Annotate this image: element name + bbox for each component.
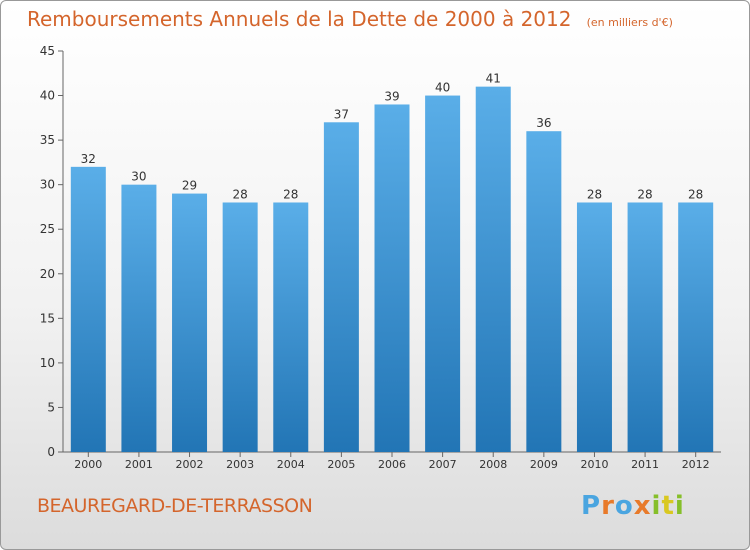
x-tick-label: 2007	[429, 458, 457, 471]
bar	[576, 202, 612, 452]
y-tick-label: 0	[47, 445, 55, 459]
x-tick-label: 2004	[277, 458, 305, 471]
x-tick-label: 2000	[74, 458, 102, 471]
x-tick-label: 2011	[631, 458, 659, 471]
x-tick-label: 2001	[125, 458, 153, 471]
bar-value-label: 41	[486, 72, 501, 86]
bar-value-label: 30	[131, 170, 146, 184]
x-tick-label: 2002	[176, 458, 204, 471]
y-tick-label: 15	[40, 311, 55, 325]
x-tick-label: 2012	[682, 458, 710, 471]
y-tick-label: 25	[40, 222, 55, 236]
axes: 0 5 10 15 20 25 30 35 40 45 2000 2001 2002 2003 2004 20…	[40, 44, 721, 471]
x-tick-label: 2010	[580, 458, 608, 471]
bar-value-label: 28	[637, 187, 652, 201]
bar	[172, 193, 208, 453]
y-tick-label: 45	[40, 44, 55, 58]
bar-value-label: 40	[435, 81, 450, 95]
x-tick-label: 2005	[327, 458, 355, 471]
bar	[273, 202, 309, 452]
bar	[70, 166, 106, 452]
x-tick-label: 2008	[479, 458, 507, 471]
x-tick-label: 2003	[226, 458, 254, 471]
title-row: Remboursements Annuels de la Dette de 20…	[27, 7, 673, 31]
bar	[121, 184, 157, 452]
bar-value-label: 29	[182, 179, 197, 193]
y-tick-label: 30	[40, 178, 55, 192]
location-name: BEAUREGARD-DE-TERRASSON	[37, 495, 313, 517]
y-tick-label: 20	[40, 267, 55, 281]
bar	[374, 104, 410, 452]
y-tick-label: 10	[40, 356, 55, 370]
bar	[475, 86, 511, 453]
y-tick-label: 35	[40, 133, 55, 147]
x-tick-label: 2009	[530, 458, 558, 471]
bar-value-label: 28	[587, 187, 602, 201]
bar	[323, 122, 359, 453]
bar	[526, 131, 562, 452]
bar	[425, 95, 461, 453]
bar	[627, 202, 663, 452]
bar-value-label: 39	[384, 89, 399, 103]
chart-unit: (en milliers d'€)	[586, 16, 673, 29]
bar	[222, 202, 258, 452]
y-tick-label: 5	[47, 400, 55, 414]
bar-value-label: 36	[536, 116, 551, 130]
bar-value-label: 28	[233, 187, 248, 201]
x-tick-label: 2006	[378, 458, 406, 471]
bar-value-label: 37	[334, 107, 349, 121]
y-tick-label: 40	[40, 89, 55, 103]
bar-value-label: 32	[81, 152, 96, 166]
bar	[678, 202, 714, 452]
chart-title: Remboursements Annuels de la Dette de 20…	[27, 7, 572, 31]
bar-value-label: 28	[688, 187, 703, 201]
proxiti-logo[interactable]: Proxiti	[581, 491, 685, 521]
bars: 32 30 29 28 28 37 39 40 41 36 28 28 28	[70, 72, 714, 453]
bar-value-label: 28	[283, 187, 298, 201]
